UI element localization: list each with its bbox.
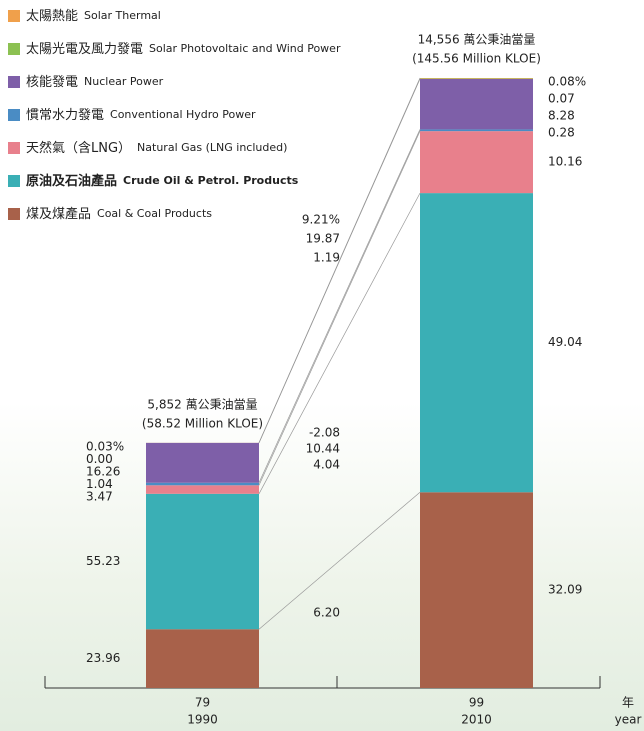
growth-label: 9.21% [302, 213, 340, 227]
legend-label: 核能發電 Nuclear Power [26, 75, 164, 90]
legend-label: 太陽熱能 Solar Thermal [26, 9, 161, 24]
x-tick-label: 79 [195, 696, 210, 710]
growth-label: -2.08 [309, 426, 340, 440]
total-label: (145.56 Million KLOE) [412, 52, 541, 66]
legend-name: 核能發電 [26, 75, 78, 90]
value-label: 0.07 [548, 92, 575, 106]
bar-segment [146, 485, 259, 494]
chart: 年 year 太陽熱能 Solar Thermal 太陽光電及風力發電 Solar P… [0, 0, 644, 731]
legend-name-en: Coal & Coal Products [97, 207, 212, 220]
total-label: (58.52 Million KLOE) [142, 416, 263, 430]
value-label: 3.47 [86, 489, 113, 503]
value-label: 32.09 [548, 583, 582, 597]
legend-name-en: Nuclear Power [84, 75, 164, 88]
legend-name-en: Natural Gas (LNG included) [137, 141, 287, 154]
value-label: 10.16 [548, 155, 582, 169]
x-tick-label: 99 [469, 696, 484, 710]
growth-label: 10.44 [306, 442, 340, 456]
legend-name: 慣常水力發電 [26, 107, 104, 123]
legend-label: 原油及石油產品 Crude Oil & Petrol. Products [26, 173, 299, 189]
value-label: 0.28 [548, 126, 575, 140]
legend-label: 太陽光電及風力發電 Solar Photovoltaic and Wind Pow… [26, 42, 341, 57]
value-label: 8.28 [548, 109, 575, 123]
legend-name: 原油及石油產品 [26, 173, 117, 189]
legend-name: 煤及煤產品 [26, 206, 91, 222]
legend-name: 天然氣（含LNG） [26, 140, 131, 156]
legend-name: 太陽光電及風力發電 [26, 42, 143, 57]
growth-label: 19.87 [306, 232, 340, 246]
legend-swatch [8, 109, 20, 121]
bar-segment [146, 494, 259, 629]
legend-name-en: Crude Oil & Petrol. Products [123, 174, 299, 187]
legend-name-en: Conventional Hydro Power [110, 108, 256, 121]
x-unit: 年 [622, 696, 634, 710]
bar-segment [420, 492, 533, 688]
bar-segment [420, 193, 533, 492]
value-label: 55.23 [86, 554, 120, 568]
value-label: 0.08% [548, 75, 586, 89]
legend-swatch [8, 142, 20, 154]
bar-segment [420, 131, 533, 193]
growth-label: 4.04 [313, 458, 340, 472]
bar-segment [146, 483, 259, 486]
legend-swatch [8, 175, 20, 187]
x-year-label: 1990 [187, 713, 218, 727]
value-label: 23.96 [86, 651, 120, 665]
bar-segment [146, 443, 259, 483]
value-label: 49.04 [548, 335, 582, 349]
legend-name-en: Solar Photovoltaic and Wind Power [149, 42, 341, 55]
legend-label: 慣常水力發電 Conventional Hydro Power [26, 107, 256, 123]
total-label: 14,556 萬公秉油當量 [418, 33, 536, 47]
x-year-label: 2010 [461, 713, 492, 727]
legend-swatch [8, 208, 20, 220]
legend-swatch [8, 10, 20, 22]
legend-name: 太陽熱能 [26, 9, 78, 24]
legend-swatch [8, 43, 20, 55]
growth-label: 6.20 [313, 606, 340, 620]
legend-label: 煤及煤產品 Coal & Coal Products [26, 206, 212, 222]
bar-segment [420, 129, 533, 131]
legend-swatch [8, 76, 20, 88]
legend-name-en: Solar Thermal [84, 9, 161, 22]
x-unit: year [615, 713, 642, 727]
bar-segment [146, 629, 259, 688]
legend-label: 天然氣（含LNG） Natural Gas (LNG included) [26, 140, 287, 156]
bar-segment [420, 79, 533, 130]
total-label: 5,852 萬公秉油當量 [147, 397, 257, 411]
growth-label: 1.19 [313, 251, 340, 265]
